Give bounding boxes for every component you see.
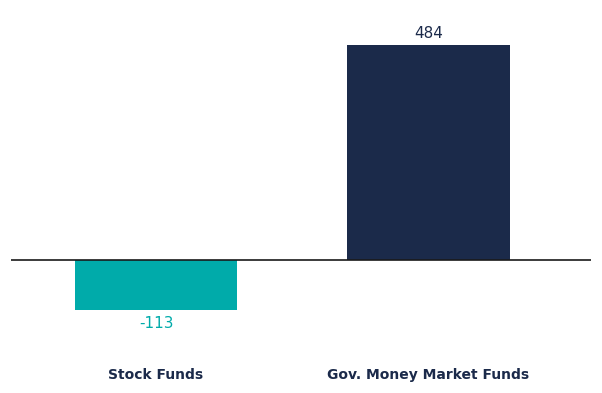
Text: 484: 484 xyxy=(414,26,443,41)
Bar xyxy=(75,260,237,310)
Text: -113: -113 xyxy=(139,316,173,331)
Bar xyxy=(347,45,510,260)
